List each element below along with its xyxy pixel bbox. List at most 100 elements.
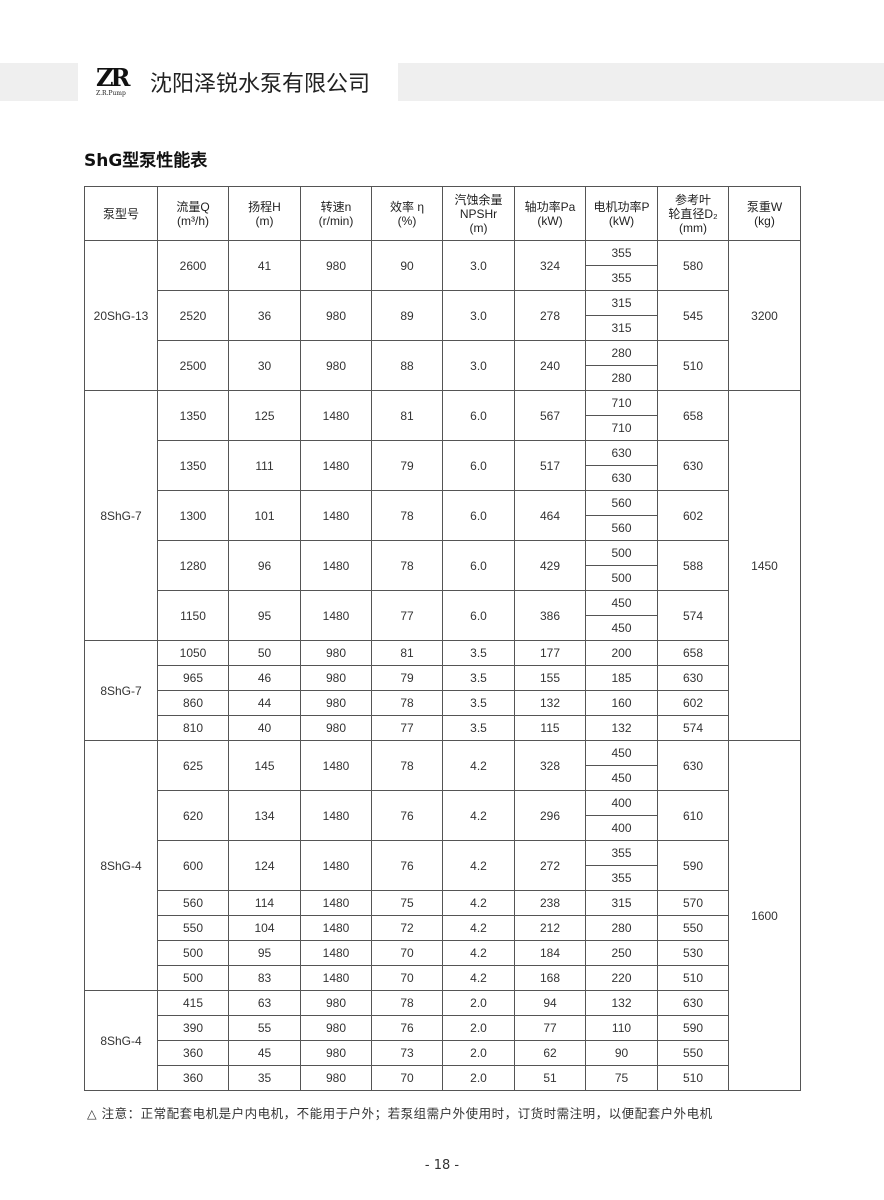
motor-power-cell: 315 [585,290,658,316]
impeller-diameter-cell: 590 [657,840,729,891]
data-cell: 1480 [300,590,372,641]
motor-power-cell: 450 [585,765,658,791]
motor-power-cell: 450 [585,615,658,641]
impeller-diameter-cell: 574 [657,590,729,641]
impeller-diameter-cell: 630 [657,440,729,491]
data-cell: 62 [514,1040,586,1066]
data-cell: 3.5 [442,640,515,666]
data-cell: 6.0 [442,540,515,591]
data-cell: 95 [228,940,301,966]
data-cell: 90 [371,240,443,291]
data-cell: 980 [300,640,372,666]
data-cell: 6.0 [442,490,515,541]
data-cell: 810 [157,715,229,741]
data-cell: 1480 [300,490,372,541]
data-cell: 114 [228,890,301,916]
pump-model-cell: 8ShG-7 [84,640,158,741]
motor-power-cell: 315 [585,890,658,916]
motor-power-cell: 200 [585,640,658,666]
header-band [0,63,78,101]
data-cell: 4.2 [442,890,515,916]
motor-power-cell: 220 [585,965,658,991]
data-cell: 328 [514,740,586,791]
data-cell: 184 [514,940,586,966]
data-cell: 45 [228,1040,301,1066]
data-cell: 115 [514,715,586,741]
data-cell: 1480 [300,790,372,841]
data-cell: 81 [371,640,443,666]
data-cell: 4.2 [442,790,515,841]
table-row: 560 114 1480 75 4.2 238 315 570 [85,890,801,916]
data-cell: 4.2 [442,915,515,941]
column-header: 泵重W (kg) [728,186,801,241]
table-row: 1280 96 1480 78 6.0 429 500 588 [85,540,801,591]
motor-power-cell: 132 [585,990,658,1016]
data-cell: 2.0 [442,1040,515,1066]
data-cell: 2.0 [442,1015,515,1041]
motor-power-cell: 160 [585,690,658,716]
data-cell: 272 [514,840,586,891]
data-cell: 600 [157,840,229,891]
data-cell: 3.5 [442,715,515,741]
table-row: 315 [85,315,801,341]
table-row: 600 124 1480 76 4.2 272 355 590 [85,840,801,891]
data-cell: 1480 [300,890,372,916]
data-cell: 44 [228,690,301,716]
company-logo: ZR Z.R.Pump [96,66,136,98]
motor-power-cell: 315 [585,315,658,341]
data-cell: 1280 [157,540,229,591]
table-row: 355 [85,265,801,291]
pump-model-cell: 8ShG-7 [84,390,158,641]
impeller-diameter-cell: 658 [657,640,729,666]
data-cell: 111 [228,440,301,491]
impeller-diameter-cell: 510 [657,340,729,391]
table-row: 400 [85,815,801,841]
data-cell: 79 [371,665,443,691]
table-row: 500 83 1480 70 4.2 168 220 510 [85,965,801,991]
data-cell: 464 [514,490,586,541]
pump-model-cell: 8ShG-4 [84,740,158,991]
pump-weight-cell: 3200 [728,240,801,391]
data-cell: 104 [228,915,301,941]
data-cell: 980 [300,1040,372,1066]
data-cell: 177 [514,640,586,666]
data-cell: 296 [514,790,586,841]
table-row: 8ShG-7 1350 125 1480 81 6.0 567 710 658 1450 [84,390,801,741]
data-cell: 77 [371,590,443,641]
impeller-diameter-cell: 510 [657,1065,729,1091]
data-cell: 3.0 [442,240,515,291]
data-cell: 980 [300,1065,372,1091]
data-cell: 980 [300,665,372,691]
data-cell: 125 [228,390,301,441]
pump-weight-cell: 1600 [728,740,801,1091]
data-cell: 860 [157,690,229,716]
table-row: 810 40 980 77 3.5 115 132 574 [85,715,801,741]
impeller-diameter-cell: 530 [657,940,729,966]
data-cell: 83 [228,965,301,991]
data-cell: 6.0 [442,440,515,491]
data-cell: 41 [228,240,301,291]
data-cell: 324 [514,240,586,291]
data-cell: 1480 [300,440,372,491]
data-cell: 70 [371,940,443,966]
motor-power-cell: 110 [585,1015,658,1041]
data-cell: 77 [514,1015,586,1041]
data-cell: 500 [157,965,229,991]
table-row: 965 46 980 79 3.5 155 185 630 [85,665,801,691]
motor-power-cell: 280 [585,365,658,391]
column-header: 泵型号 [84,186,158,241]
motor-power-cell: 500 [585,540,658,566]
data-cell: 78 [371,990,443,1016]
data-cell: 360 [157,1040,229,1066]
table-row: 710 [85,415,801,441]
data-cell: 212 [514,915,586,941]
data-cell: 72 [371,915,443,941]
motor-power-cell: 500 [585,565,658,591]
data-cell: 625 [157,740,229,791]
data-cell: 89 [371,290,443,341]
table-row: 8ShG-7 1050 50 980 81 3.5 177 200 658 [84,640,801,741]
data-cell: 2520 [157,290,229,341]
data-cell: 46 [228,665,301,691]
impeller-diameter-cell: 510 [657,965,729,991]
motor-power-cell: 280 [585,340,658,366]
